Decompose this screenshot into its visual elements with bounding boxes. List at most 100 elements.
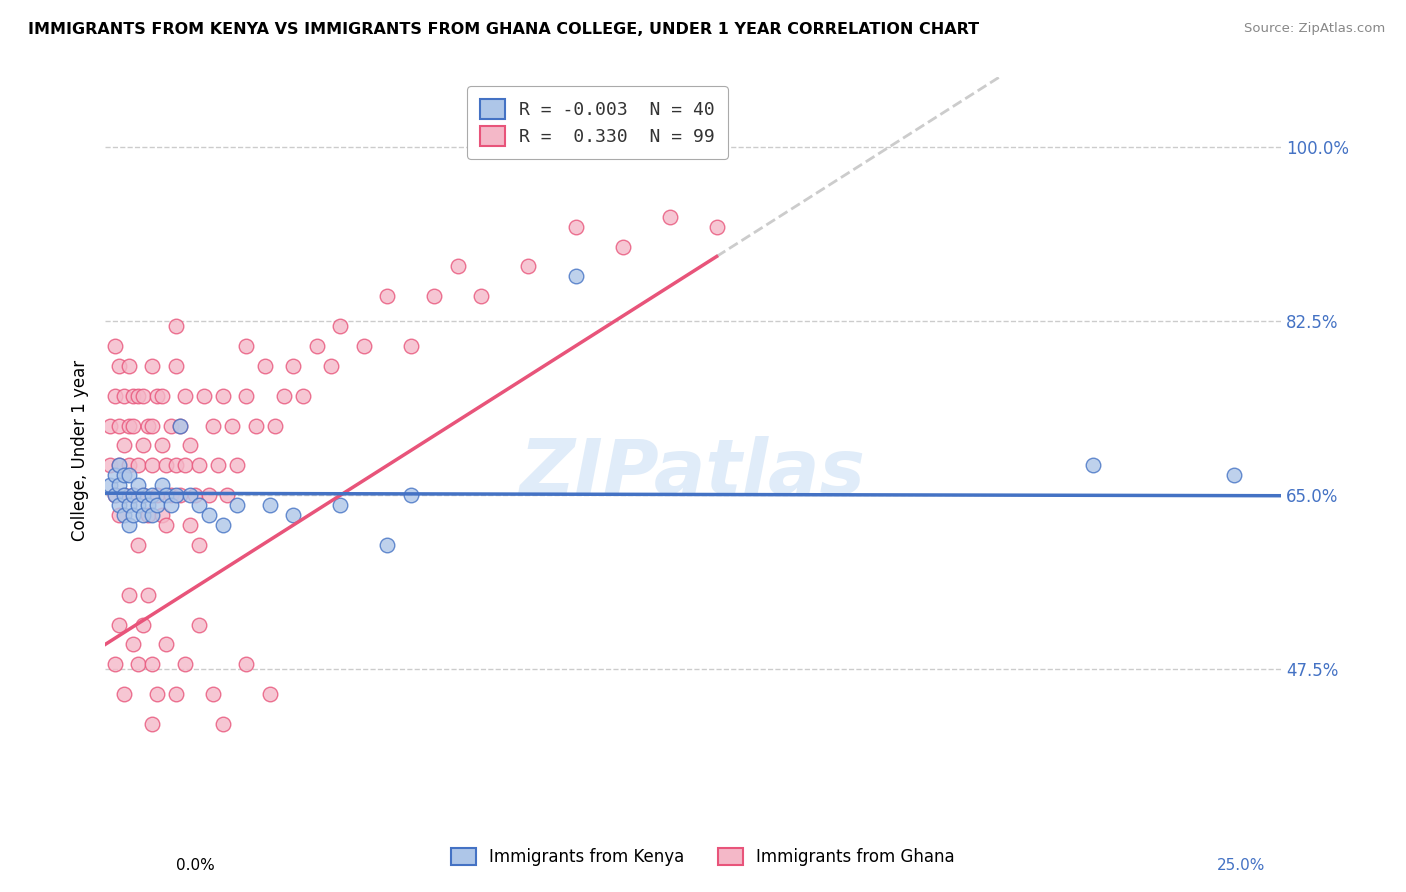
Point [118,468,141,483]
Point [517,260,540,274]
Point [108,617,131,632]
Point [132,389,155,403]
Point [141,508,163,522]
Point [273,389,295,403]
Point [329,319,352,334]
Point [108,359,131,373]
Point [155,458,177,473]
Point [112,508,135,522]
Point [132,508,155,522]
Point [263,418,285,433]
Point [155,637,177,651]
Point [132,488,155,502]
Point [283,508,305,522]
Point [132,488,155,502]
Point [225,458,247,473]
Text: 0.0%: 0.0% [176,858,215,872]
Point [150,508,173,522]
Point [127,657,149,672]
Point [169,418,191,433]
Text: ZIPatlas: ZIPatlas [520,436,866,510]
Point [136,498,159,512]
Point [174,458,197,473]
Point [104,389,127,403]
Point [169,488,191,502]
Point [146,498,169,512]
Point [146,389,169,403]
Point [146,687,169,701]
Text: 25.0%: 25.0% [1218,858,1265,872]
Point [447,260,470,274]
Point [211,518,233,533]
Point [122,418,145,433]
Point [150,389,173,403]
Text: IMMIGRANTS FROM KENYA VS IMMIGRANTS FROM GHANA COLLEGE, UNDER 1 YEAR CORRELATION: IMMIGRANTS FROM KENYA VS IMMIGRANTS FROM… [28,22,979,37]
Point [612,239,634,253]
Point [104,488,127,502]
Point [104,468,127,483]
Point [127,538,149,552]
Point [118,458,141,473]
Point [132,617,155,632]
Point [108,498,131,512]
Point [291,389,314,403]
Point [98,458,121,473]
Point [118,498,141,512]
Point [259,498,281,512]
Legend: Immigrants from Kenya, Immigrants from Ghana: Immigrants from Kenya, Immigrants from G… [443,840,963,875]
Point [174,389,197,403]
Point [235,389,257,403]
Point [98,418,121,433]
Point [245,418,267,433]
Point [122,508,145,522]
Point [165,359,187,373]
Point [104,488,127,502]
Point [399,339,422,353]
Point [179,518,201,533]
Point [118,588,141,602]
Point [118,418,141,433]
Point [1081,458,1104,473]
Point [108,418,131,433]
Point [132,438,155,452]
Point [118,359,141,373]
Point [225,498,247,512]
Point [217,488,239,502]
Point [112,687,135,701]
Point [104,657,127,672]
Point [112,488,135,502]
Text: Source: ZipAtlas.com: Source: ZipAtlas.com [1244,22,1385,36]
Point [150,438,173,452]
Point [108,458,131,473]
Point [188,538,211,552]
Point [165,488,187,502]
Point [112,468,135,483]
Point [221,418,243,433]
Point [207,458,229,473]
Point [183,488,205,502]
Point [155,518,177,533]
Point [211,389,233,403]
Point [141,458,163,473]
Point [235,657,257,672]
Point [98,478,121,492]
Point [188,617,211,632]
Y-axis label: College, Under 1 year: College, Under 1 year [72,359,89,541]
Point [470,289,492,303]
Point [127,458,149,473]
Point [283,359,305,373]
Point [155,488,177,502]
Point [112,438,135,452]
Point [160,498,183,512]
Point [141,717,163,731]
Point [165,458,187,473]
Point [188,458,211,473]
Point [377,289,399,303]
Point [353,339,375,353]
Point [146,488,169,502]
Point [122,389,145,403]
Point [122,488,145,502]
Point [136,508,159,522]
Point [127,478,149,492]
Point [122,637,145,651]
